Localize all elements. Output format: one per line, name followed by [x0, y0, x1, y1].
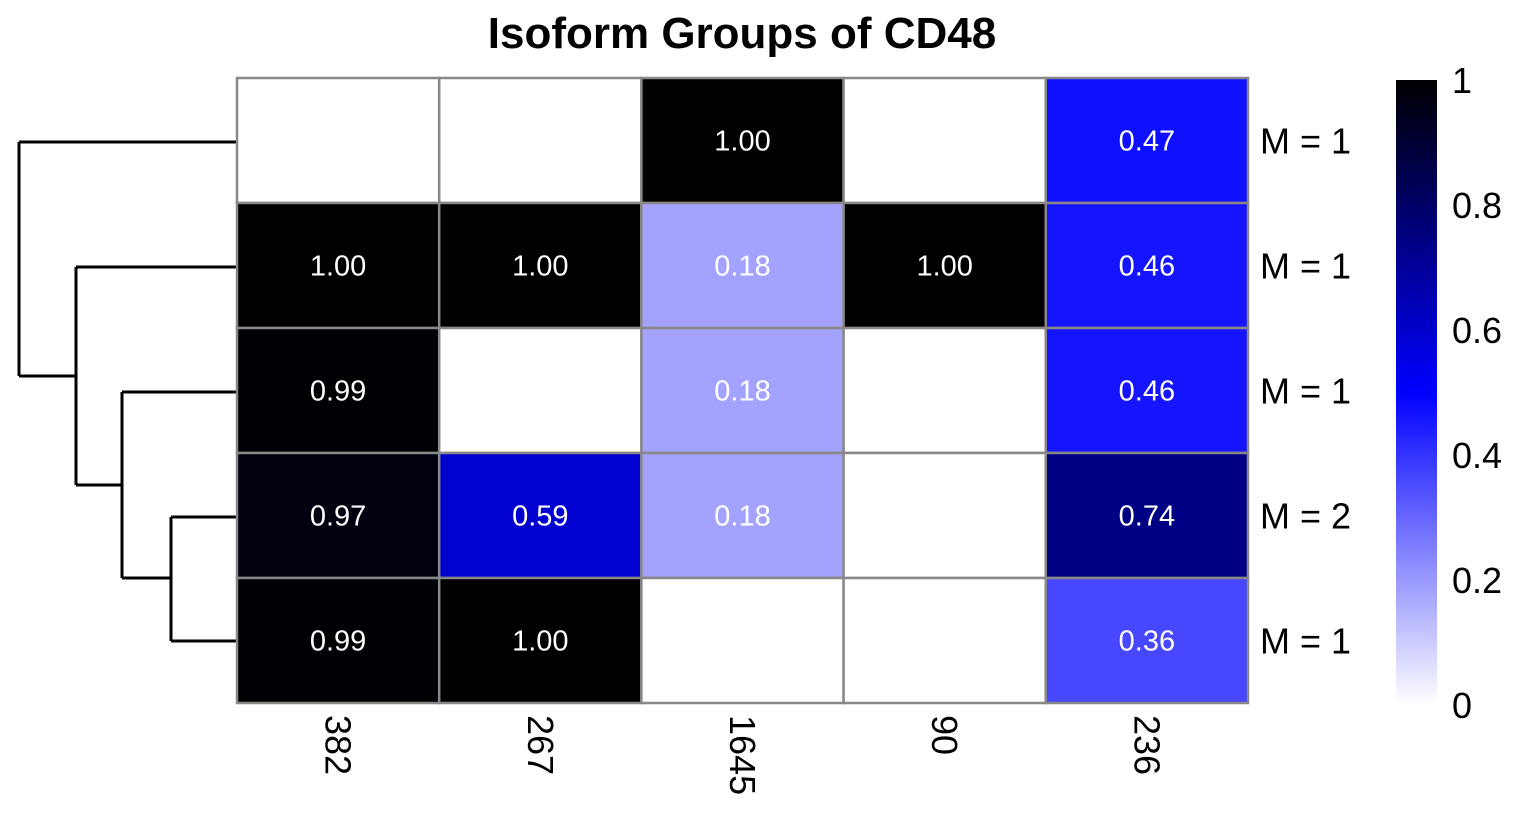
- legend-color-bar: [1396, 80, 1437, 705]
- cell-value-label: 0.18: [714, 251, 770, 283]
- cell-value-label: 1.00: [512, 626, 568, 658]
- cell-value-label: 1.00: [714, 126, 770, 158]
- legend-tick-label: 0.2: [1452, 560, 1502, 601]
- row-label: M = 1: [1260, 121, 1351, 162]
- cell-value-label: 0.46: [1119, 376, 1175, 408]
- cell-value-label: 0.47: [1119, 126, 1175, 158]
- cell-value-label: 0.36: [1119, 626, 1175, 658]
- row-label: M = 1: [1260, 371, 1351, 412]
- column-labels: 382 267 1645 90 236: [318, 715, 1168, 795]
- heatmap-cell: [640, 76, 845, 205]
- legend-tick-label: 1: [1452, 60, 1472, 101]
- heatmap-cell: [437, 326, 643, 455]
- chart-title: Isoform Groups of CD48: [488, 9, 997, 58]
- legend-tick-label: 0.6: [1452, 310, 1502, 351]
- legend-ticks: 0 0.2 0.4 0.6 0.8 1: [1452, 60, 1502, 726]
- row-labels: M = 1 M = 1 M = 1 M = 2 M = 1: [1260, 121, 1351, 662]
- column-label: 236: [1126, 715, 1167, 775]
- row-label: M = 1: [1260, 621, 1351, 662]
- cell-value-label: 1.00: [916, 251, 972, 283]
- cell-value-label: 0.99: [310, 376, 366, 408]
- heatmap-cells: 1.00 0.47 1.00 1.00 0.18 1.00 0.46 0.99 0.18 0.46…: [235, 76, 1250, 705]
- legend-tick-label: 0: [1452, 685, 1472, 726]
- heatmap-cell: [235, 576, 441, 705]
- heatmap-cell: [235, 76, 441, 205]
- heatmap-cell: [842, 326, 1048, 455]
- legend-tick-label: 0.4: [1452, 435, 1502, 476]
- legend-tick-label: 0.8: [1452, 185, 1502, 226]
- heatmap-cell: [1044, 576, 1250, 705]
- cell-value-label: 0.59: [512, 501, 568, 533]
- cell-value-label: 1.00: [310, 251, 366, 283]
- heatmap-cell: [1044, 326, 1250, 455]
- heatmap-cell: [640, 576, 845, 705]
- cell-value-label: 0.46: [1119, 251, 1175, 283]
- column-label: 382: [318, 715, 359, 775]
- heatmap-cell: [1044, 76, 1250, 205]
- cell-value-label: 0.18: [714, 501, 770, 533]
- color-legend: 0 0.2 0.4 0.6 0.8 1: [1396, 60, 1502, 726]
- heatmap-cell: [437, 451, 643, 580]
- cell-value-label: 0.97: [310, 501, 366, 533]
- cell-value-label: 1.00: [512, 251, 568, 283]
- heatmap-cell: [640, 326, 845, 455]
- heatmap-cell: [235, 201, 441, 330]
- column-label: 267: [520, 715, 561, 775]
- column-label: 90: [924, 715, 965, 755]
- heatmap-cell: [437, 76, 643, 205]
- heatmap-cell: [842, 451, 1048, 580]
- row-dendrogram: [17, 140, 237, 643]
- heatmap-cell: [437, 576, 643, 705]
- column-label: 1645: [722, 715, 763, 795]
- heatmap-cell: [437, 201, 643, 330]
- cell-value-label: 0.99: [310, 626, 366, 658]
- heatmap-cell: [235, 451, 441, 580]
- heatmap-cell: [842, 576, 1048, 705]
- row-label: M = 2: [1260, 496, 1351, 537]
- heatmap-cell: [842, 76, 1048, 205]
- heatmap-cell: [1044, 201, 1250, 330]
- cell-value-label: 0.18: [714, 376, 770, 408]
- row-label: M = 1: [1260, 246, 1351, 287]
- cell-value-label: 0.74: [1119, 501, 1175, 533]
